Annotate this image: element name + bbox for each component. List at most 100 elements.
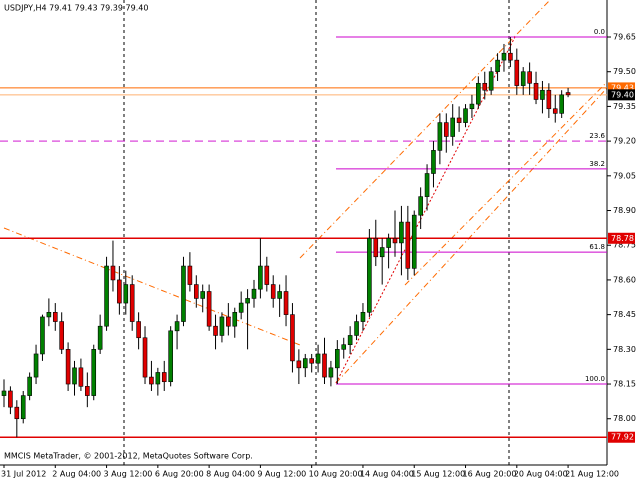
price-label: 79.43 [611,83,634,92]
chart-title: USDJPY,H4 79.41 79.43 79.39 79.40 [4,4,148,13]
candle-body [309,358,314,364]
y-tick-label: 79.05 [613,171,636,180]
candle-body [296,360,302,369]
candle-body [258,265,263,290]
candle-body [482,82,488,91]
candle-body [565,92,571,96]
candle-body [302,358,308,369]
candle-body [136,321,141,339]
candle-body [232,312,238,327]
y-tick-label: 79.20 [613,137,636,146]
candle-body [226,316,231,327]
candle-body [117,279,122,304]
x-tick-label: 15 Aug 12:00 [411,470,465,479]
candle-body [283,291,289,315]
candle-body [52,312,58,322]
price-label: 79.40 [611,90,634,99]
y-tick-label: 78.90 [613,206,636,215]
candle-body [78,367,84,387]
candle-body [488,71,494,91]
candle-body [501,52,507,61]
candle-body [270,284,276,299]
price-label: 77.92 [611,433,634,442]
y-tick-label: 79.50 [613,67,636,76]
candle-body [373,237,379,258]
price-box [608,232,635,244]
candle-body [264,265,270,285]
price-box [608,89,635,101]
candle-body [520,71,526,86]
candle-body [245,298,250,304]
candle-body [238,302,244,313]
candle-body [411,214,417,269]
y-tick-label: 78.60 [613,275,636,284]
candle-body [335,349,340,369]
candle-body [290,314,295,362]
y-tick-label: 78.30 [613,345,636,354]
candle-body [27,376,32,396]
candle-body [20,395,26,420]
candle-body [104,265,109,327]
candle-body [469,103,475,110]
fib-label: 100.0 [585,375,605,383]
candle-body [46,312,52,318]
watermark: MMCIS MetaTrader, © 2001-2012, MetaQuote… [4,452,253,461]
candle-body [40,316,45,355]
candle-body [91,349,97,396]
trendline [404,81,608,286]
y-tick-label: 78.45 [613,310,636,319]
candle-body [456,117,462,123]
candle-body [418,196,423,216]
candle-body [354,321,359,336]
price-label: 78.78 [611,234,634,243]
candle-body [405,221,411,269]
candle-body [72,367,77,385]
candle-body [508,52,513,61]
candle-body [59,321,64,350]
candle-body [315,353,321,364]
candle-body [168,330,173,383]
candle-body [161,372,167,383]
candle-body [347,335,353,346]
fib-label: 38.2 [589,160,605,168]
candle-body [277,291,282,299]
trendline [3,227,301,346]
candle-body [142,337,148,378]
candle-body [213,325,218,336]
price-box [608,431,635,443]
fib-label: 0.0 [594,28,605,36]
candle-body [476,82,481,105]
x-tick-label: 10 Aug 20:00 [309,470,363,479]
candle-body [559,94,564,114]
candle-body [174,321,180,332]
candle-body [379,247,385,258]
candle-body [527,71,532,84]
candle-body [14,406,20,420]
x-tick-label: 8 Aug 04:00 [206,470,255,479]
x-tick-label: 31 Jul 2012 [1,470,46,479]
candle-body [431,150,436,174]
candle-body [424,173,430,197]
x-tick-label: 2 Aug 04:00 [52,470,101,479]
candle-body [437,122,443,151]
x-tick-label: 16 Aug 20:00 [463,470,517,479]
candle-body [463,108,468,123]
candle-body [129,284,135,322]
x-tick-label: 14 Aug 04:00 [360,470,414,479]
price-box [608,82,635,94]
candle-body [533,82,539,100]
candle-body [187,265,193,285]
candle-body [149,376,154,385]
candle-body [322,353,327,378]
x-tick-label: 21 Aug 12:00 [565,470,619,479]
trendline [335,87,608,384]
y-tick-label: 79.35 [613,102,636,111]
fib-label: 23.6 [589,132,605,140]
candle-body [194,284,199,299]
candle-body [443,122,449,137]
candle-body [33,353,39,378]
x-tick-label: 3 Aug 12:00 [104,470,153,479]
y-tick-label: 78.15 [613,380,636,389]
candle-body [546,89,552,110]
candle-body [251,288,257,299]
